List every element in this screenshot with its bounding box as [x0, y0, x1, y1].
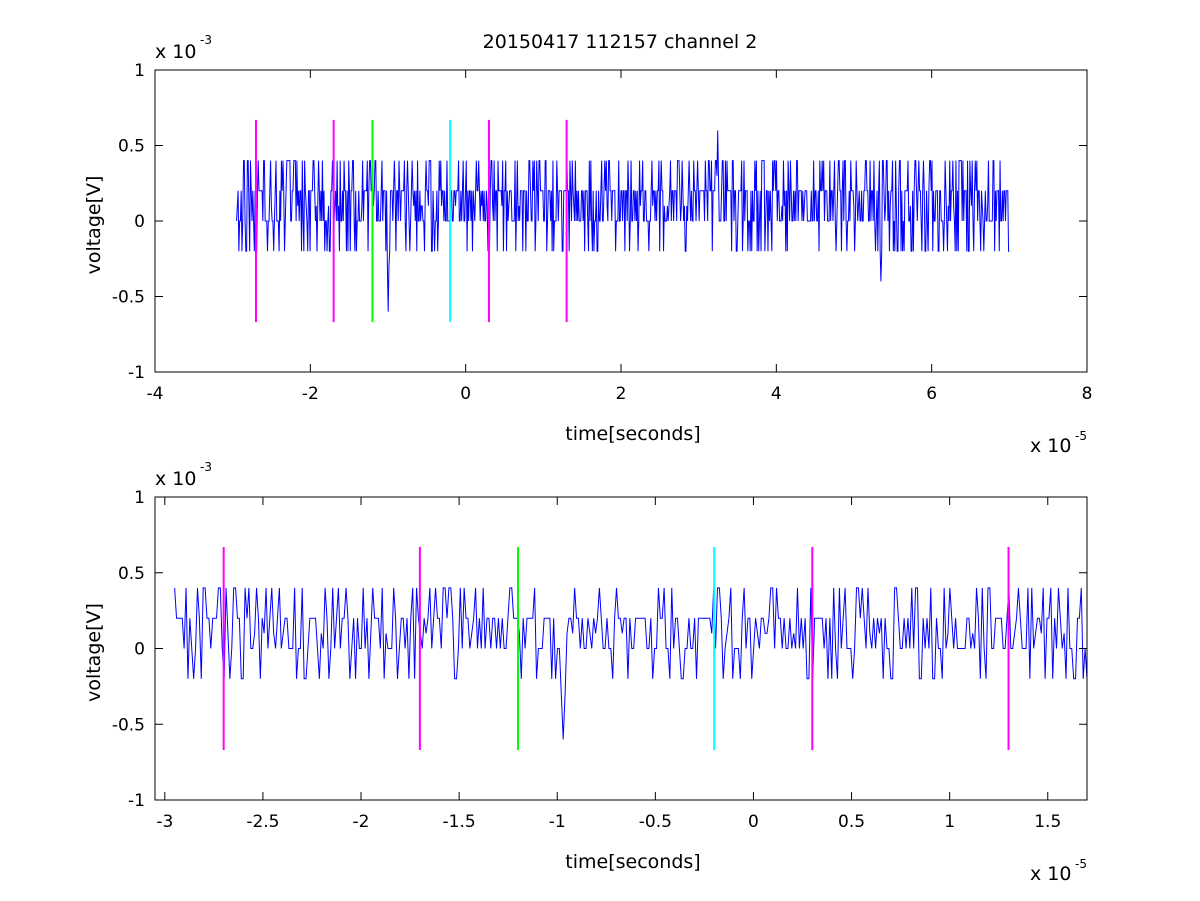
bottom-plot-xlabel: time[seconds]	[565, 851, 700, 873]
bottom-plot-xtick: -1	[549, 497, 566, 832]
top-plot-ytick: 0.5	[118, 137, 1087, 157]
top-plot-ytick: 0	[134, 212, 1087, 232]
bottom-plot-ticks: -3 -2.5 -2 -1.5 -1 -0.5 0 0.5 1 1.5 -1 -0.5 0 0.5 1	[112, 488, 1087, 832]
top-plot-xtick: 4	[771, 70, 782, 404]
bottom-plot-ytick-label: -1	[128, 791, 145, 811]
bottom-plot-xtick: -2	[353, 497, 370, 832]
top-plot-xtick-label: 2	[616, 384, 627, 404]
top-plot-xtick-label: 0	[460, 384, 471, 404]
top-plot-ytick: -0.5	[112, 288, 1087, 308]
bottom-plot-ytick-label: 0	[134, 640, 145, 660]
bottom-plot-xtick-label: -1	[549, 812, 566, 832]
top-plot-xtick-label: -4	[147, 384, 164, 404]
top-plot-xtick: 8	[1082, 70, 1093, 404]
bottom-plot-xtick-label: -1.5	[443, 812, 476, 832]
bottom-plot-xtick: -1.5	[443, 497, 476, 832]
bottom-plot: -3 -2.5 -2 -1.5 -1 -0.5 0 0.5 1 1.5 -1 -0.5 0 0.5 1 ti…	[83, 460, 1088, 885]
top-plot-signal-line	[236, 130, 1010, 312]
bottom-plot-signal-line	[174, 587, 1088, 740]
top-plot-xtick: -4	[147, 70, 164, 404]
bottom-plot-ytick: 0.5	[118, 564, 1087, 584]
bottom-plot-ytick: -1	[128, 791, 1087, 811]
top-plot-y-multiplier-base: x 10	[155, 41, 196, 63]
bottom-plot-ytick: 1	[134, 488, 1087, 508]
bottom-plot-xtick-label: -3	[156, 812, 173, 832]
top-plot: -4 -2 0 2 4 6 8 -1 -0.5 0 0.5 1 time[seconds] volta…	[83, 33, 1092, 457]
top-plot-xtick: 2	[616, 70, 627, 404]
top-plot-y-multiplier: x 10 -3	[155, 33, 212, 63]
top-plot-ytick-label: 0.5	[118, 137, 145, 157]
top-plot-markers	[254, 119, 568, 323]
top-plot-ytick-label: -1	[128, 363, 145, 383]
top-plot-x-multiplier-base: x 10	[1030, 435, 1071, 457]
top-plot-x-multiplier-exp: -5	[1075, 429, 1087, 443]
bottom-plot-xtick-label: -2.5	[246, 812, 279, 832]
top-plot-xtick-label: 4	[771, 384, 782, 404]
bottom-plot-xtick: 1	[944, 497, 955, 832]
bottom-plot-x-multiplier-base: x 10	[1030, 863, 1071, 885]
top-plot-xlabel: time[seconds]	[565, 423, 700, 445]
top-plot-series	[236, 130, 1010, 312]
bottom-plot-series	[174, 587, 1088, 740]
bottom-plot-ytick: 0	[134, 640, 1087, 660]
bottom-plot-y-multiplier-exp: -3	[200, 460, 212, 474]
bottom-plot-markers	[222, 546, 1010, 751]
top-plot-xtick-label: -2	[302, 384, 319, 404]
bottom-plot-x-multiplier: x 10 -5	[1030, 857, 1087, 885]
figure-title: 20150417 112157 channel 2	[483, 31, 758, 53]
bottom-plot-xtick-label: 0	[748, 812, 759, 832]
bottom-plot-xtick-label: -0.5	[639, 812, 672, 832]
top-plot-xtick-label: 8	[1082, 384, 1093, 404]
top-plot-x-multiplier: x 10 -5	[1030, 429, 1087, 457]
top-plot-ylabel: voltage[V]	[83, 176, 105, 275]
bottom-plot-xtick-label: -2	[353, 812, 370, 832]
top-plot-xtick-label: 6	[926, 384, 937, 404]
top-plot-ticks: -4 -2 0 2 4 6 8 -1 -0.5 0 0.5 1	[112, 61, 1093, 404]
top-plot-y-multiplier-exp: -3	[200, 33, 212, 47]
bottom-plot-xtick-label: 1.5	[1034, 812, 1061, 832]
bottom-plot-ylabel: voltage[V]	[83, 603, 105, 702]
bottom-plot-xtick: -3	[156, 497, 173, 832]
bottom-plot-xtick: 0.5	[838, 497, 865, 832]
top-plot-xtick: 0	[460, 70, 471, 404]
top-plot-ytick-label: -0.5	[112, 288, 145, 308]
bottom-plot-ytick: -0.5	[112, 715, 1087, 735]
bottom-plot-ytick-label: -0.5	[112, 715, 145, 735]
bottom-plot-xtick: -0.5	[639, 497, 672, 832]
top-plot-ytick-label: 0	[134, 212, 145, 232]
bottom-plot-xtick-label: 0.5	[838, 812, 865, 832]
bottom-plot-x-multiplier-exp: -5	[1075, 857, 1087, 871]
bottom-plot-y-multiplier: x 10 -3	[155, 460, 212, 490]
top-plot-ytick: -1	[128, 363, 1087, 383]
bottom-plot-ytick-label: 0.5	[118, 564, 145, 584]
top-plot-ytick: 1	[134, 61, 1087, 81]
bottom-plot-y-multiplier-base: x 10	[155, 468, 196, 490]
top-plot-ytick-label: 1	[134, 61, 145, 81]
top-plot-xtick: 6	[926, 70, 937, 404]
bottom-plot-xtick: 1.5	[1034, 497, 1061, 832]
bottom-plot-xtick-label: 1	[944, 812, 955, 832]
bottom-plot-xtick: 0	[748, 497, 759, 832]
bottom-plot-ytick-label: 1	[134, 488, 145, 508]
top-plot-xtick: -2	[302, 70, 319, 404]
bottom-plot-xtick: -2.5	[246, 497, 280, 832]
